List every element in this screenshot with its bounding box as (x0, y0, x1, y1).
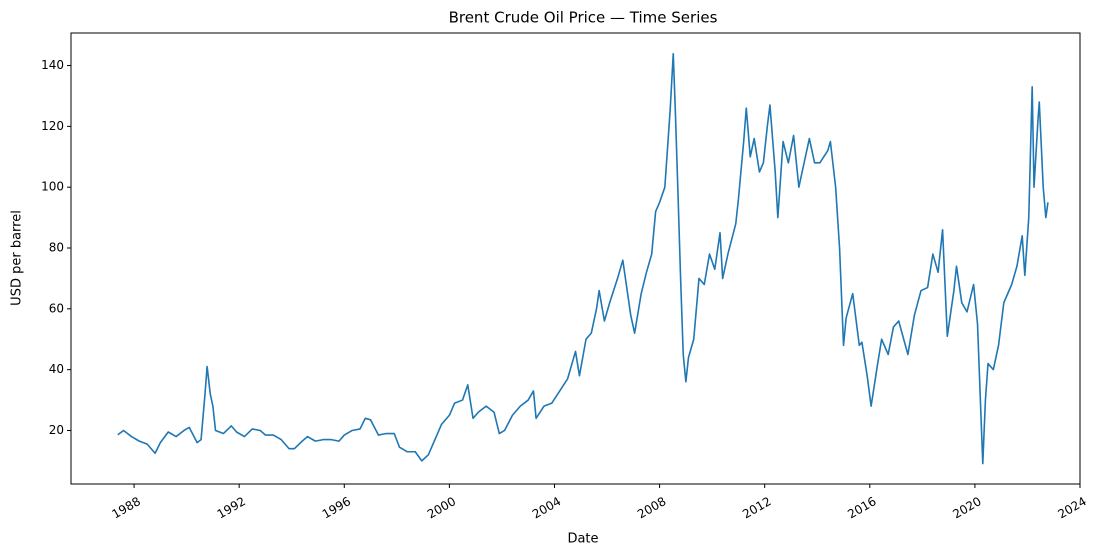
y-tick-label: 100 (41, 180, 64, 194)
x-tick-label: 1992 (215, 494, 248, 521)
x-tick-label: 2008 (635, 494, 668, 521)
y-tick-label: 140 (41, 58, 64, 72)
chart-title: Brent Crude Oil Price — Time Series (449, 9, 718, 27)
y-tick-label: 40 (49, 362, 64, 376)
x-tick-label: 1996 (320, 494, 353, 521)
x-tick-label: 2012 (740, 494, 773, 521)
x-tick-label: 2016 (845, 494, 878, 521)
x-tick-label: 2000 (425, 494, 458, 521)
x-tick-label: 2024 (1055, 494, 1088, 521)
x-tick-label: 2004 (530, 494, 563, 521)
x-tick-label: 2020 (950, 494, 983, 521)
y-tick-label: 60 (49, 301, 64, 315)
plot-frame (70, 32, 1081, 485)
x-axis-label: Date (567, 532, 598, 547)
y-axis-label: USD per barrel (10, 210, 25, 306)
y-tick-label: 120 (41, 119, 64, 133)
x-tick-label: 1988 (110, 494, 143, 521)
price-line (117, 52, 1049, 465)
y-tick-label: 80 (49, 241, 64, 255)
y-tick-label: 20 (49, 423, 64, 437)
